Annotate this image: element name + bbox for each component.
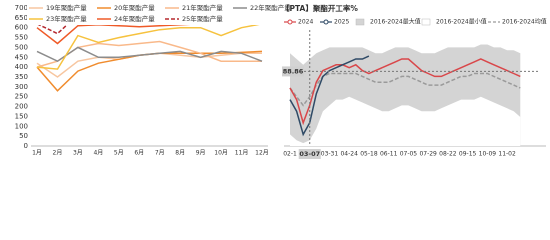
x-highlight-box <box>298 149 321 159</box>
legend-label: 2016-2024最大值 <box>370 18 421 26</box>
x-tick-label: 2月 <box>53 150 63 157</box>
x-tick-label: 02-1 <box>283 151 297 158</box>
legend-label: 20年聚酯产量 <box>114 3 155 12</box>
x-tick-label: 11-02 <box>498 151 516 158</box>
x-tick-label: 10-09 <box>479 151 497 158</box>
x-tick-label: 06-11 <box>380 151 398 158</box>
legend-label: 2016-2024最小值 <box>436 18 487 26</box>
series-line <box>36 23 263 70</box>
chart-title: 【PTA】聚酯开工率% <box>282 3 358 13</box>
legend-label: 2016-2024均值 <box>502 18 547 26</box>
series-line <box>36 52 262 78</box>
x-tick-label: 04-24 <box>340 151 358 158</box>
series-line <box>289 58 521 126</box>
x-tick-label: 07-29 <box>419 151 437 158</box>
series-line <box>36 50 263 92</box>
x-tick-label: 10月 <box>214 150 228 157</box>
legend-label: 24年聚酯产量 <box>114 14 155 23</box>
y-tick-label: 650 <box>15 14 28 22</box>
y-tick-label: 50 <box>19 132 28 140</box>
x-tick-label: 4月 <box>93 150 103 157</box>
series-line <box>36 46 263 63</box>
x-tick-label: 12月 <box>255 150 269 157</box>
x-tick-label: 6月 <box>134 150 144 157</box>
y-tick-label: 600 <box>15 24 28 32</box>
y-tick-label: 400 <box>15 63 28 71</box>
legend-label: 19年聚酯产量 <box>46 3 87 12</box>
legend-label: 2024 <box>298 19 313 26</box>
legend-marker <box>287 19 293 25</box>
area <box>290 96 521 146</box>
y-tick-label: 500 <box>15 43 28 51</box>
legend-label: 22年聚酯产量 <box>250 3 291 12</box>
x-tick-label: 3月 <box>73 150 83 157</box>
legend-label: 25年聚酯产量 <box>182 14 223 23</box>
y-tick-label: 350 <box>15 73 28 81</box>
x-tick-label: 11月 <box>235 150 249 157</box>
y-tick-label: 100 <box>15 122 28 130</box>
legend-swatch <box>355 18 365 26</box>
legend-marker <box>323 19 329 25</box>
y-tick-label: 0 <box>24 142 28 150</box>
x-tick-label: 08-22 <box>439 151 457 158</box>
x-tick-label: 05-18 <box>360 151 378 158</box>
x-tick-label: 8月 <box>175 150 185 157</box>
x-tick-label: 09-15 <box>459 151 477 158</box>
legend-box <box>27 3 292 25</box>
legend-label: 23年聚酯产量 <box>46 14 87 23</box>
y-tick-label: 150 <box>15 112 28 120</box>
legend-label: 21年聚酯产量 <box>182 3 223 12</box>
crosshair-label: 88.86 <box>283 67 304 75</box>
y-tick-label: 450 <box>15 53 28 61</box>
y-tick-label: 300 <box>15 83 28 91</box>
x-tick-label: 5月 <box>114 150 124 157</box>
x-tick-label: 03-31 <box>321 151 339 158</box>
x-tick-label: 03-07 <box>299 150 320 158</box>
y-tick-label: 550 <box>15 34 28 42</box>
series-line <box>289 72 521 107</box>
x-tick-label: 07-05 <box>400 151 418 158</box>
series-line <box>289 55 370 137</box>
x-tick-label: 9月 <box>196 150 206 157</box>
y-tick-label: 200 <box>15 103 28 111</box>
x-tick-label: 7月 <box>155 150 165 157</box>
x-tick-label: 1月 <box>32 150 42 157</box>
legend-swatch <box>421 18 431 26</box>
y-tick-label: 700 <box>15 4 28 12</box>
crosshair-box <box>282 66 304 77</box>
legend-label: 2025 <box>334 19 349 26</box>
y-tick-label: 250 <box>15 93 28 101</box>
